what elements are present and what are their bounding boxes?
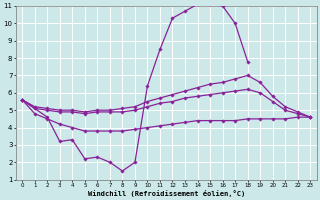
X-axis label: Windchill (Refroidissement éolien,°C): Windchill (Refroidissement éolien,°C) [88,190,245,197]
